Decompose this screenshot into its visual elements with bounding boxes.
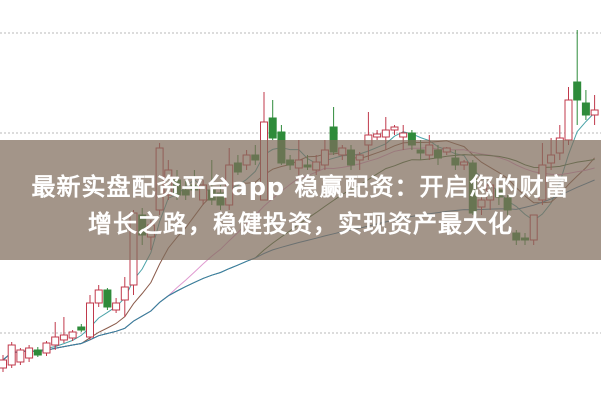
candle-up <box>390 126 399 131</box>
candle-down <box>33 349 42 356</box>
candle-up <box>25 347 34 359</box>
candle-up <box>51 336 60 346</box>
candle-down <box>268 117 277 139</box>
candle-up <box>68 331 77 339</box>
headline-banner: 最新实盘配资平台app 稳赢配资：开启您的财富 增长之路，稳健投资，实现资产最大… <box>0 140 601 260</box>
candle-up <box>16 349 25 363</box>
candle-up <box>42 342 51 354</box>
candle-up <box>0 359 7 369</box>
candle-up <box>564 99 573 141</box>
candle-up <box>373 133 382 138</box>
candle-up <box>86 302 94 338</box>
headline-line-1: 最新实盘配资平台app 稳赢配资：开启您的财富 <box>31 173 570 201</box>
headline-line-2: 增长之路，稳健投资，实现资产最大化 <box>88 210 513 238</box>
candle-up <box>399 132 408 138</box>
candle-up <box>112 302 121 311</box>
candle-up <box>590 109 599 116</box>
candle-up <box>59 334 68 341</box>
candle-down <box>103 289 112 308</box>
candle-down <box>77 326 86 331</box>
candle-up <box>94 289 103 304</box>
candle-up <box>381 129 390 138</box>
candle-up <box>7 344 16 366</box>
candle-down <box>573 81 582 101</box>
candle-up <box>120 286 129 301</box>
candle-down <box>581 102 590 116</box>
